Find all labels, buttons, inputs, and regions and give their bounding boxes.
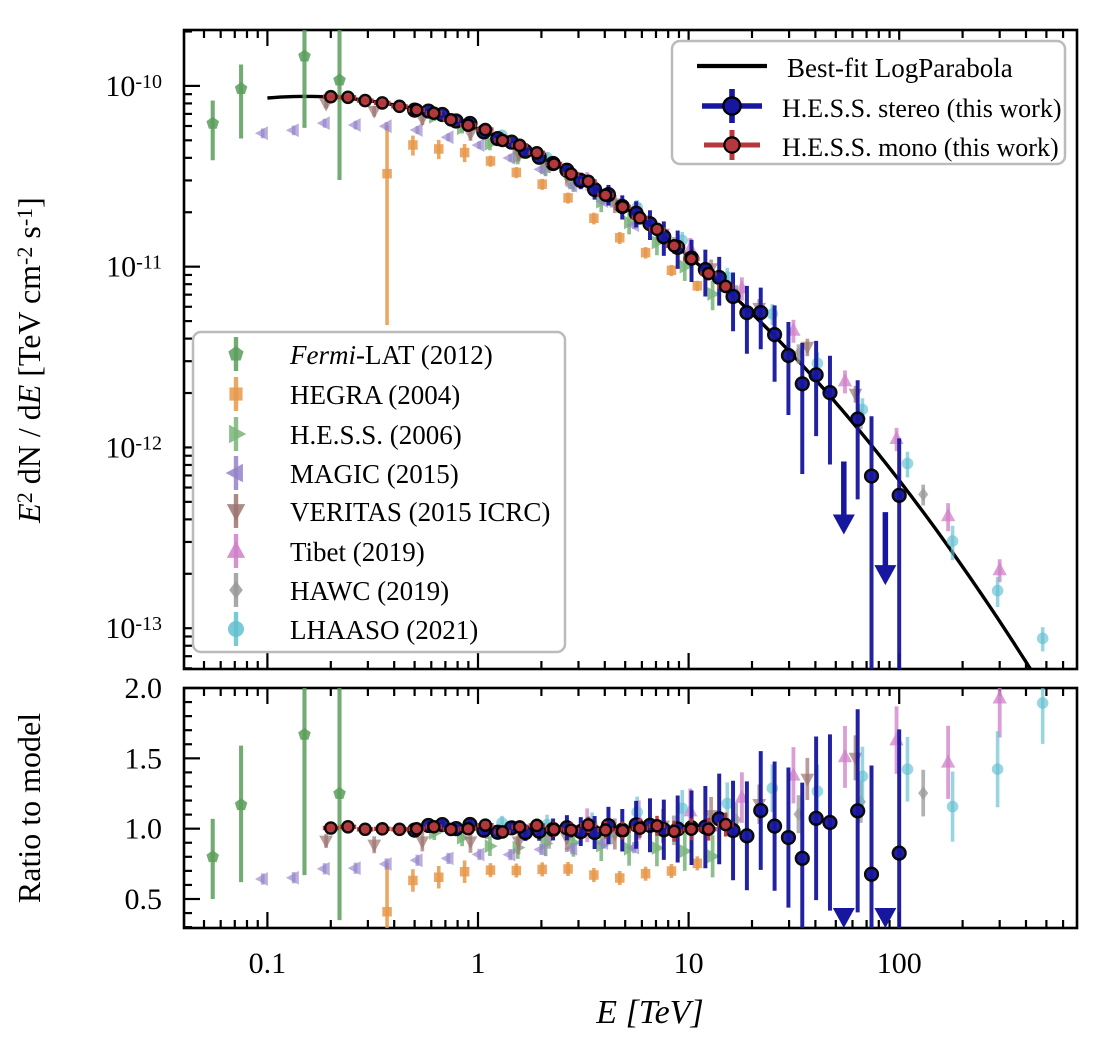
svg-text:10: 10: [674, 947, 704, 980]
svg-text:LHAASO (2021): LHAASO (2021): [290, 615, 478, 645]
svg-text:Best-fit LogParabola: Best-fit LogParabola: [787, 53, 1013, 83]
svg-text:Ratio to model: Ratio to model: [11, 713, 47, 903]
svg-text:MAGIC (2015): MAGIC (2015): [290, 459, 459, 489]
svg-text:2.0: 2.0: [125, 672, 163, 705]
svg-text:Fermi-LAT (2012): Fermi-LAT (2012): [289, 340, 493, 370]
svg-text:1: 1: [471, 947, 486, 980]
svg-text:H.E.S.S. mono (this work): H.E.S.S. mono (this work): [782, 133, 1059, 162]
svg-text:1.5: 1.5: [125, 742, 163, 775]
svg-text:H.E.S.S. (2006): H.E.S.S. (2006): [290, 420, 462, 450]
svg-text:0.1: 0.1: [249, 947, 287, 980]
svg-text:E [TeV]: E [TeV]: [595, 994, 703, 1031]
svg-text:H.E.S.S. stereo (this work): H.E.S.S. stereo (this work): [782, 94, 1061, 123]
svg-text:Tibet (2019): Tibet (2019): [290, 537, 425, 567]
svg-text:0.5: 0.5: [125, 883, 163, 916]
svg-text:VERITAS (2015 ICRC): VERITAS (2015 ICRC): [290, 497, 550, 527]
svg-text:100: 100: [877, 947, 922, 980]
svg-text:1.0: 1.0: [125, 813, 163, 846]
svg-text:HEGRA (2004): HEGRA (2004): [290, 380, 460, 410]
svg-text:E2 dN / dE [TeV cm-2 s-1]: E2 dN / dE [TeV cm-2 s-1]: [11, 197, 47, 524]
svg-text:HAWC (2019): HAWC (2019): [290, 576, 449, 606]
